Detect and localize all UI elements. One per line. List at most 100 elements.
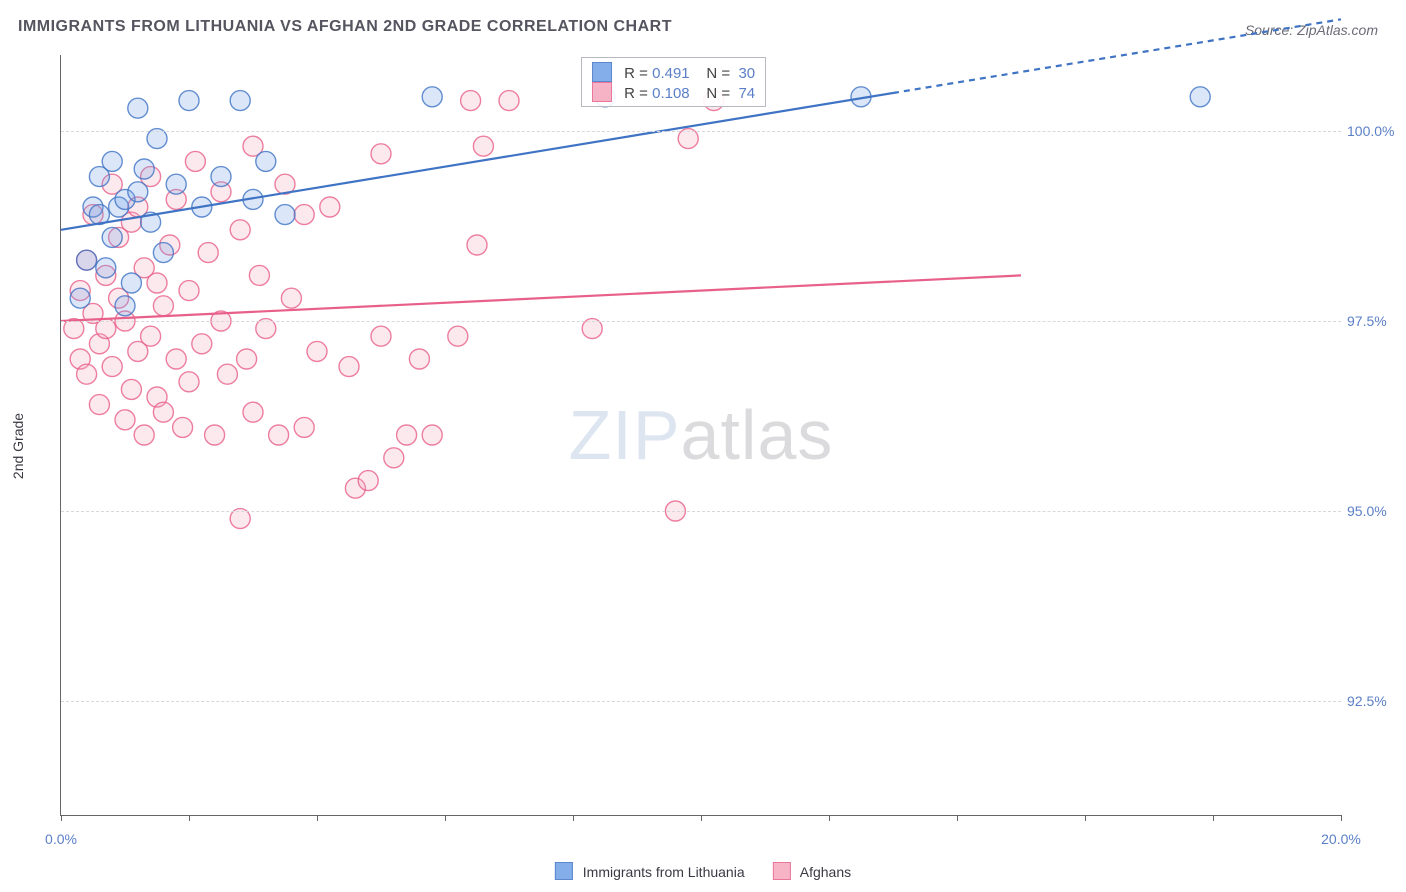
ytick-label: 95.0% — [1347, 503, 1397, 519]
scatter-point-afghans — [153, 296, 173, 316]
ytick-label: 100.0% — [1347, 123, 1397, 139]
scatter-point-afghans — [269, 425, 289, 445]
xtick — [829, 815, 830, 821]
scatter-point-afghans — [409, 349, 429, 369]
legend-label-lithuania: Immigrants from Lithuania — [583, 864, 745, 880]
scatter-point-afghans — [339, 357, 359, 377]
scatter-point-afghans — [192, 334, 212, 354]
scatter-point-afghans — [166, 349, 186, 369]
scatter-point-afghans — [121, 379, 141, 399]
scatter-point-afghans — [384, 448, 404, 468]
xtick — [317, 815, 318, 821]
scatter-point-afghans — [230, 220, 250, 240]
gridline-h — [61, 511, 1341, 512]
xtick — [189, 815, 190, 821]
legend-label-afghans: Afghans — [800, 864, 851, 880]
scatter-point-afghans — [77, 364, 97, 384]
scatter-point-afghans — [358, 471, 378, 491]
scatter-point-lithuania — [96, 258, 116, 278]
xtick-label: 20.0% — [1321, 831, 1361, 847]
chart-title: IMMIGRANTS FROM LITHUANIA VS AFGHAN 2ND … — [18, 18, 672, 36]
xtick — [573, 815, 574, 821]
gridline-h — [61, 321, 1341, 322]
xtick — [1341, 815, 1342, 821]
scatter-point-lithuania — [166, 174, 186, 194]
info-row-lithuania: R = 0.491 N = 30 — [592, 62, 755, 82]
scatter-point-lithuania — [422, 87, 442, 107]
scatter-point-afghans — [448, 326, 468, 346]
scatter-point-lithuania — [102, 151, 122, 171]
scatter-point-lithuania — [153, 243, 173, 263]
legend-swatch-afghans-icon — [773, 862, 791, 880]
trend-lithuania-dashed — [893, 19, 1341, 93]
r-value-lithuania: 0.491 — [652, 65, 690, 82]
scatter-point-afghans — [89, 395, 109, 415]
scatter-point-afghans — [179, 372, 199, 392]
scatter-point-afghans — [320, 197, 340, 217]
scatter-point-afghans — [141, 326, 161, 346]
gridline-h — [61, 131, 1341, 132]
scatter-point-lithuania — [275, 205, 295, 225]
xtick-label: 0.0% — [45, 831, 77, 847]
scatter-point-afghans — [102, 357, 122, 377]
scatter-point-afghans — [281, 288, 301, 308]
n-label: N = — [706, 85, 730, 102]
gridline-h — [61, 701, 1341, 702]
scatter-point-lithuania — [211, 167, 231, 187]
scatter-point-afghans — [473, 136, 493, 156]
scatter-point-afghans — [147, 273, 167, 293]
plot-area: ZIPatlas R = 0.491 N = 30 R = 0.108 N = … — [60, 55, 1341, 816]
scatter-point-afghans — [422, 425, 442, 445]
xtick — [1085, 815, 1086, 821]
scatter-point-lithuania — [128, 98, 148, 118]
n-value-lithuania: 30 — [738, 65, 755, 82]
swatch-afghans-icon — [592, 82, 612, 102]
scatter-point-afghans — [115, 410, 135, 430]
xtick — [957, 815, 958, 821]
ytick-label: 92.5% — [1347, 693, 1397, 709]
ytick-label: 97.5% — [1347, 313, 1397, 329]
xtick — [445, 815, 446, 821]
n-label: N = — [706, 65, 730, 82]
scatter-point-afghans — [237, 349, 257, 369]
scatter-point-afghans — [307, 341, 327, 361]
legend-item-afghans: Afghans — [773, 862, 852, 880]
legend-swatch-lithuania-icon — [555, 862, 573, 880]
scatter-point-lithuania — [1190, 87, 1210, 107]
correlation-info-box: R = 0.491 N = 30 R = 0.108 N = 74 — [581, 57, 766, 107]
scatter-point-afghans — [467, 235, 487, 255]
swatch-lithuania-icon — [592, 62, 612, 82]
r-value-afghans: 0.108 — [652, 85, 690, 102]
scatter-point-lithuania — [102, 227, 122, 247]
scatter-point-afghans — [371, 144, 391, 164]
scatter-point-lithuania — [179, 91, 199, 111]
scatter-point-lithuania — [77, 250, 97, 270]
scatter-point-afghans — [185, 151, 205, 171]
scatter-point-afghans — [294, 417, 314, 437]
scatter-point-afghans — [205, 425, 225, 445]
y-axis-title: 2nd Grade — [10, 413, 26, 479]
scatter-point-lithuania — [256, 151, 276, 171]
scatter-point-afghans — [371, 326, 391, 346]
scatter-point-afghans — [243, 402, 263, 422]
scatter-point-lithuania — [128, 182, 148, 202]
chart-container: IMMIGRANTS FROM LITHUANIA VS AFGHAN 2ND … — [0, 0, 1406, 892]
source-label: Source: ZipAtlas.com — [1245, 22, 1378, 38]
scatter-point-afghans — [397, 425, 417, 445]
scatter-point-afghans — [217, 364, 237, 384]
scatter-point-afghans — [134, 425, 154, 445]
r-label: R = — [624, 85, 648, 102]
legend: Immigrants from Lithuania Afghans — [555, 862, 851, 880]
scatter-point-afghans — [173, 417, 193, 437]
scatter-point-afghans — [153, 402, 173, 422]
scatter-point-lithuania — [115, 296, 135, 316]
info-row-afghans: R = 0.108 N = 74 — [592, 82, 755, 102]
legend-item-lithuania: Immigrants from Lithuania — [555, 862, 745, 880]
n-value-afghans: 74 — [738, 85, 755, 102]
r-label: R = — [624, 65, 648, 82]
scatter-point-lithuania — [121, 273, 141, 293]
xtick — [701, 815, 702, 821]
scatter-point-afghans — [461, 91, 481, 111]
scatter-point-afghans — [249, 265, 269, 285]
scatter-point-afghans — [294, 205, 314, 225]
